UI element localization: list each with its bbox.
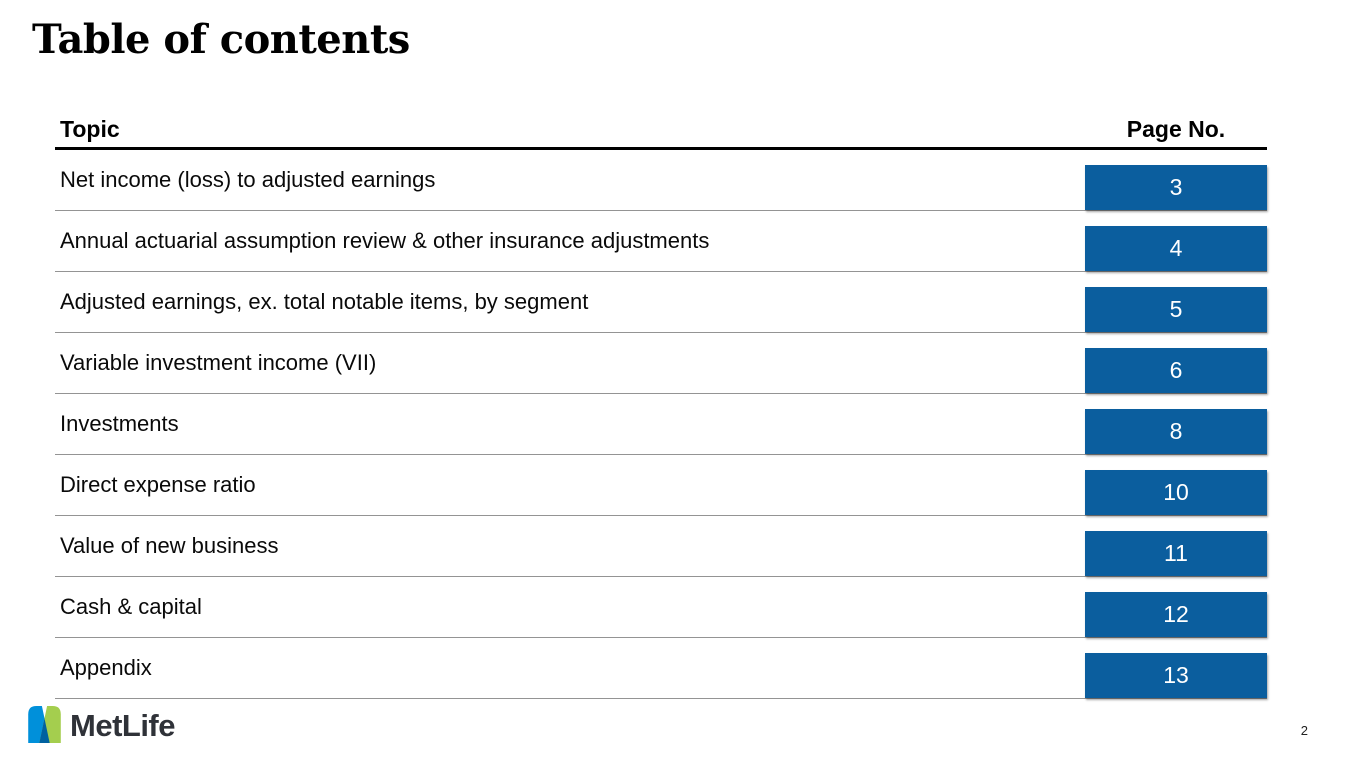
table-of-contents: Topic Page No. Net income (loss) to adju… xyxy=(55,108,1267,699)
slide-page-number: 2 xyxy=(1300,723,1308,738)
metlife-m-icon xyxy=(28,706,61,743)
topic-label: Value of new business xyxy=(60,533,279,558)
topic-label: Annual actuarial assumption review & oth… xyxy=(60,228,710,253)
table-row: Value of new business 11 xyxy=(55,516,1267,577)
table-header-row: Topic Page No. xyxy=(55,108,1267,150)
topic-label: Cash & capital xyxy=(60,594,202,619)
topic-label: Adjusted earnings, ex. total notable ite… xyxy=(60,289,589,314)
table-row: Investments 8 xyxy=(55,394,1267,455)
page-number-box: 8 xyxy=(1085,409,1267,454)
column-header-topic: Topic xyxy=(60,116,120,142)
page-number-box: 6 xyxy=(1085,348,1267,393)
topic-label: Direct expense ratio xyxy=(60,472,256,497)
table-body: Net income (loss) to adjusted earnings 3… xyxy=(55,150,1267,699)
page-number-box: 11 xyxy=(1085,531,1267,576)
page-number-box: 12 xyxy=(1085,592,1267,637)
metlife-logo: MetLife xyxy=(28,706,176,743)
table-row: Cash & capital 12 xyxy=(55,577,1267,638)
page-title: Table of contents xyxy=(32,16,410,63)
topic-label: Investments xyxy=(60,411,179,436)
topic-label: Net income (loss) to adjusted earnings xyxy=(60,167,436,192)
table-row: Net income (loss) to adjusted earnings 3 xyxy=(55,150,1267,211)
page-number-box: 10 xyxy=(1085,470,1267,515)
topic-label: Appendix xyxy=(60,655,152,680)
metlife-wordmark: MetLife xyxy=(70,708,176,743)
page-number-box: 4 xyxy=(1085,226,1267,271)
table-row: Direct expense ratio 10 xyxy=(55,455,1267,516)
table-row: Adjusted earnings, ex. total notable ite… xyxy=(55,272,1267,333)
table-row: Variable investment income (VII) 6 xyxy=(55,333,1267,394)
page-number-box: 13 xyxy=(1085,653,1267,698)
page-number-box: 5 xyxy=(1085,287,1267,332)
table-row: Appendix 13 xyxy=(55,638,1267,699)
column-header-page-no: Page No. xyxy=(1126,116,1226,142)
page-number-box: 3 xyxy=(1085,165,1267,210)
table-row: Annual actuarial assumption review & oth… xyxy=(55,211,1267,272)
topic-label: Variable investment income (VII) xyxy=(60,350,377,375)
